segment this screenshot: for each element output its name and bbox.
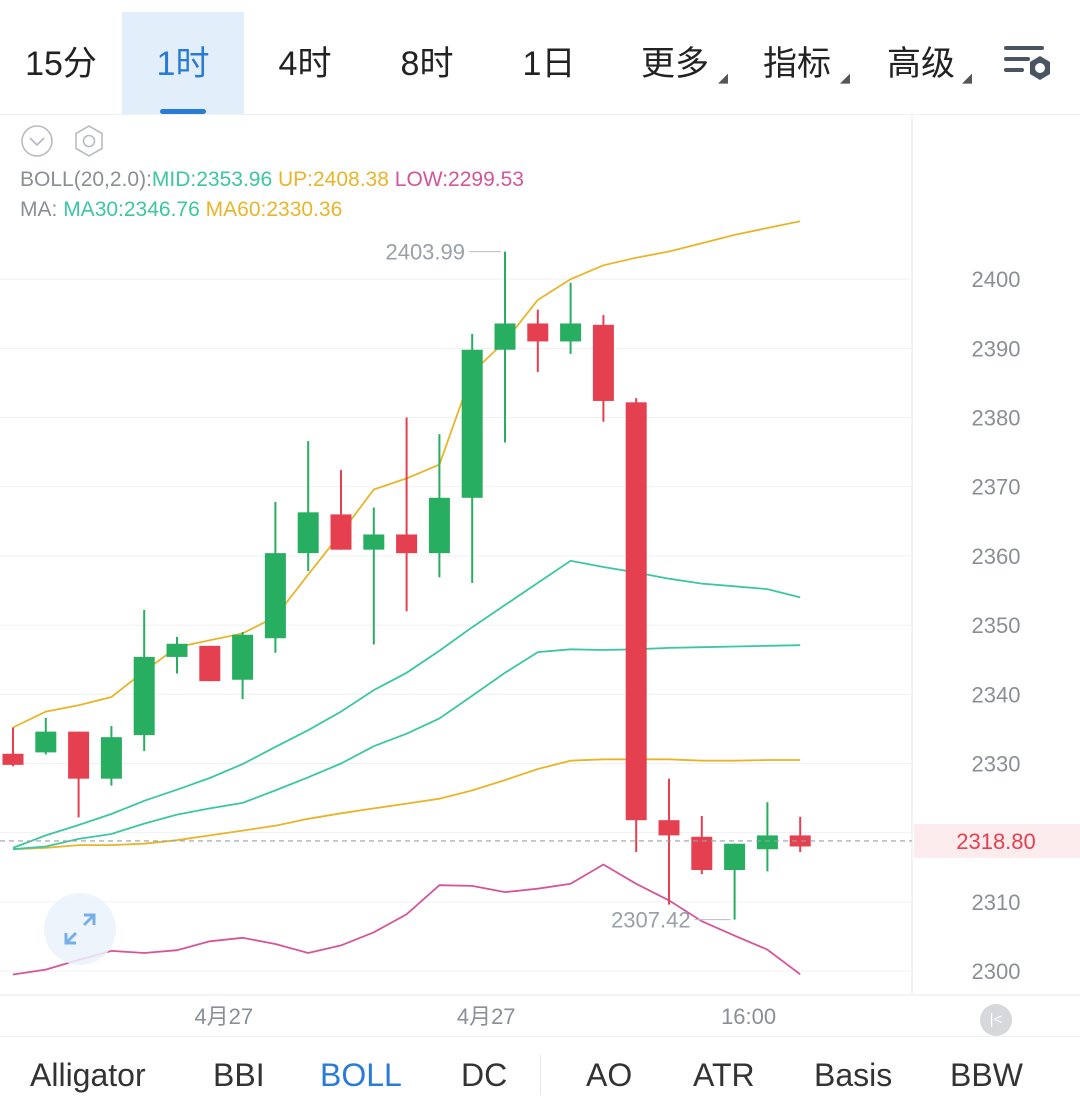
tab-4h[interactable]: 4时 xyxy=(278,45,332,83)
min-price-label: 2307.42 xyxy=(611,908,691,933)
indicator-ao[interactable]: AO xyxy=(586,1057,633,1093)
indicator-bar: Alligator BBI BOLL DC AO ATR Basis BBW xyxy=(0,1036,1080,1115)
candle-body xyxy=(625,402,647,821)
gear-icon[interactable] xyxy=(72,124,106,158)
candle-body xyxy=(560,323,582,342)
x-tick-label: 4月27 xyxy=(194,1004,253,1029)
indicator-basis[interactable]: Basis xyxy=(814,1057,893,1093)
tab-1h[interactable]: 1时 xyxy=(122,12,244,114)
candle-body xyxy=(232,634,254,680)
y-tick-label: 2350 xyxy=(972,613,1021,638)
boll-up-value: UP:2408.38 xyxy=(278,168,389,191)
ma30-value: MA30:2346.76 xyxy=(63,198,200,221)
candle-body xyxy=(789,835,811,847)
ma60-line xyxy=(12,644,801,851)
x-tick-label: 16:00 xyxy=(721,1004,776,1029)
expand-button[interactable] xyxy=(44,893,116,965)
chart-settings-icon[interactable] xyxy=(1002,42,1056,86)
y-tick-label: 2340 xyxy=(972,682,1021,707)
tab-15min[interactable]: 15分 xyxy=(25,45,97,83)
indicator-boll[interactable]: BOLL xyxy=(320,1057,402,1093)
dropdown-triangle-icon: ◢ xyxy=(962,70,972,85)
ma-legend-prefix: MA: xyxy=(20,198,58,221)
candle-body xyxy=(2,753,24,765)
dropdown-triangle-icon: ◢ xyxy=(840,70,850,85)
tab-8h[interactable]: 8时 xyxy=(400,45,454,83)
indicator-bbw[interactable]: BBW xyxy=(950,1057,1023,1093)
dropdown-triangle-icon: ◢ xyxy=(718,70,728,85)
candle-body xyxy=(199,645,221,682)
candle-body xyxy=(100,737,122,779)
candle-body xyxy=(133,656,155,736)
indicator-dc[interactable]: DC xyxy=(461,1057,508,1093)
candle-body xyxy=(461,349,483,498)
candles xyxy=(2,251,811,920)
expand-icon xyxy=(64,913,96,945)
candle-body xyxy=(166,643,188,657)
indicator-alligator[interactable]: Alligator xyxy=(30,1057,146,1093)
candle-body xyxy=(396,534,418,554)
candle-body xyxy=(756,835,778,850)
y-axis: 2300231023202330234023502360237023802390… xyxy=(972,267,1021,984)
tab-advanced[interactable]: 高级 xyxy=(887,45,955,83)
timeframe-tabs: 15分 1时 4时 8时 1日 更多 指标 高级 ◢ ◢ ◢ xyxy=(0,0,1080,115)
jump-to-latest-icon[interactable]: |< xyxy=(980,1004,1012,1036)
boll-low-value: LOW:2299.53 xyxy=(394,168,524,191)
ma30-line xyxy=(12,559,801,849)
candle-body xyxy=(264,553,286,639)
candle-body xyxy=(428,497,450,554)
y-tick-label: 2330 xyxy=(972,751,1021,776)
candle-body xyxy=(592,324,614,401)
price-markers: 2318.80 2403.99 2307.42 xyxy=(0,240,1080,933)
y-tick-label: 2300 xyxy=(972,959,1021,984)
y-tick-label: 2400 xyxy=(972,267,1021,292)
last-price-label: 2318.80 xyxy=(956,829,1036,854)
candle-body xyxy=(297,512,319,554)
candle-body xyxy=(35,731,57,753)
max-price-label: 2403.99 xyxy=(385,240,465,265)
candle-body xyxy=(68,731,90,779)
tab-1d[interactable]: 1日 xyxy=(522,45,576,83)
y-tick-label: 2370 xyxy=(972,475,1021,500)
x-tick-label: 4月27 xyxy=(457,1004,516,1029)
candlestick-chart[interactable]: 2300231023202330234023502360237023802390… xyxy=(0,114,1080,1036)
boll-legend-prefix: BOLL(20,2.0): xyxy=(20,168,152,191)
indicator-bbi[interactable]: BBI xyxy=(213,1057,265,1093)
candle-body xyxy=(691,836,713,870)
tab-indicators[interactable]: 指标 xyxy=(763,45,831,83)
boll-mid-value: MID:2353.96 xyxy=(151,168,273,191)
y-tick-label: 2380 xyxy=(972,406,1021,431)
ma60-value: MA60:2330.36 xyxy=(205,198,343,221)
candle-body xyxy=(527,323,549,342)
divider xyxy=(540,1055,541,1095)
tab-more[interactable]: 更多 xyxy=(641,45,709,83)
candle-body xyxy=(658,820,680,836)
candle-body xyxy=(330,514,352,550)
candle-body xyxy=(494,323,516,350)
y-tick-label: 2360 xyxy=(972,544,1021,569)
candle-body xyxy=(724,843,746,870)
y-tick-label: 2310 xyxy=(972,890,1021,915)
y-tick-label: 2390 xyxy=(972,336,1021,361)
indicator-atr[interactable]: ATR xyxy=(693,1057,755,1093)
boll-mid-line xyxy=(12,758,801,851)
chart-grid xyxy=(0,114,1080,996)
ma-legend: MA: MA30:2346.76 MA60:2330.36 xyxy=(20,198,342,222)
x-axis: 4月27 4月27 16:00 xyxy=(194,1004,776,1029)
chevron-down-icon[interactable] xyxy=(20,124,54,158)
candle-body xyxy=(363,534,385,550)
last-price-badge xyxy=(914,823,1080,858)
boll-legend: BOLL(20,2.0):MID:2353.96 UP:2408.38 LOW:… xyxy=(20,168,524,192)
